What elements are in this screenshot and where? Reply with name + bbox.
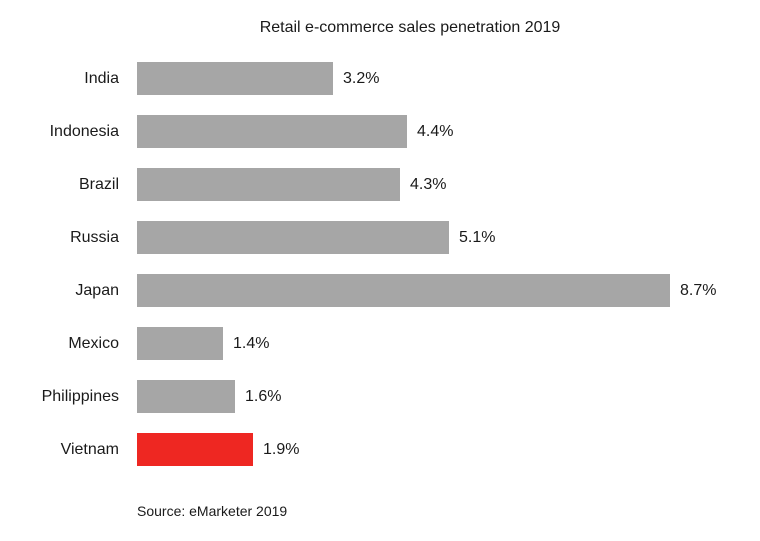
value-label: 1.4%	[233, 334, 270, 352]
category-label: Indonesia	[49, 122, 119, 140]
bar-mexico	[137, 327, 223, 360]
category-label: Vietnam	[60, 440, 119, 458]
bar-vietnam	[137, 433, 253, 466]
value-label: 1.9%	[263, 440, 300, 458]
category-label: Philippines	[41, 387, 119, 405]
chart-row-philippines: Philippines 1.6%	[0, 380, 760, 413]
category-label: Japan	[75, 281, 119, 299]
chart-row-mexico: Mexico 1.4%	[0, 327, 760, 360]
source-caption: Source: eMarketer 2019	[137, 503, 288, 519]
value-label: 4.3%	[410, 175, 447, 193]
bar-philippines	[137, 380, 235, 413]
category-label: India	[84, 69, 119, 87]
chart-row-indonesia: Indonesia 4.4%	[0, 115, 760, 148]
category-label: Brazil	[78, 175, 119, 193]
bar-japan	[137, 274, 670, 307]
chart-title: Retail e-commerce sales penetration 2019	[259, 19, 561, 36]
bar-brazil	[137, 168, 400, 201]
category-label: Russia	[70, 228, 119, 246]
category-label: Mexico	[68, 334, 119, 352]
chart-rows: India 3.2% Indonesia 4.4% Brazil 4.3% Russia 5.…	[0, 62, 760, 466]
chart-row-japan: Japan 8.7%	[0, 274, 760, 307]
bar-russia	[137, 221, 449, 254]
value-label: 5.1%	[459, 228, 496, 246]
value-label: 4.4%	[417, 122, 454, 140]
bar-india	[137, 62, 333, 95]
chart-row-india: India 3.2%	[0, 62, 760, 95]
value-label: 8.7%	[680, 281, 717, 299]
bar-indonesia	[137, 115, 407, 148]
value-label: 3.2%	[343, 69, 380, 87]
chart-row-vietnam: Vietnam 1.9%	[0, 433, 760, 466]
value-label: 1.6%	[245, 387, 282, 405]
chart-row-brazil: Brazil 4.3%	[0, 168, 760, 201]
chart-row-russia: Russia 5.1%	[0, 221, 760, 254]
